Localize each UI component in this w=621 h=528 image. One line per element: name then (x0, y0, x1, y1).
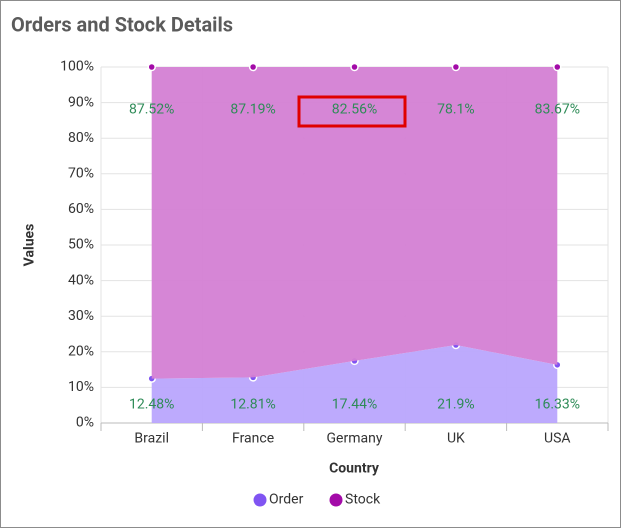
x-tick-label: France (232, 431, 274, 447)
data-label: 17.44% (332, 397, 377, 413)
data-label: 83.67% (535, 102, 580, 118)
y-tick-label: 40% (68, 272, 94, 288)
legend-label: Order (269, 492, 304, 508)
data-point (248, 62, 258, 72)
y-tick-label: 50% (68, 237, 94, 253)
plot-area: 0% 10% 20% 30% 40% 50% 60% 70% 80% 90% 100% Brazil F… (60, 59, 609, 447)
x-tick-label: USA (544, 431, 571, 447)
legend-marker (253, 493, 267, 507)
data-label: 12.81% (230, 397, 275, 413)
area (151, 67, 558, 379)
highlight-box (297, 95, 407, 128)
y-tick-label: 100% (60, 59, 94, 75)
y-tick-label: 0% (76, 415, 94, 431)
legend-marker (329, 493, 343, 507)
y-tick-label: 90% (68, 94, 94, 110)
y-tick-label: 80% (68, 130, 94, 146)
y-tick-label: 20% (68, 344, 94, 360)
x-axis-title: Country (329, 461, 380, 477)
y-tick-label: 30% (68, 308, 94, 324)
x-tick-label: Germany (327, 431, 383, 447)
y-tick-label: 70% (68, 166, 94, 182)
data-label: 87.52% (129, 102, 174, 118)
chart-title: Orders and Stock Details (11, 12, 233, 36)
data-label: 78.1% (437, 102, 475, 118)
data-label: 12.48% (129, 397, 174, 413)
x-tick-label: UK (447, 431, 465, 447)
data-point (350, 62, 359, 72)
y-tick-label: 60% (68, 201, 94, 217)
data-label: 16.33% (535, 397, 580, 413)
x-tick-label: Brazil (134, 431, 169, 447)
data-point (147, 62, 156, 72)
y-axis-title: Values (22, 224, 38, 267)
data-point (553, 62, 562, 72)
data-label: 82.56% (332, 102, 377, 118)
y-tick-label: 10% (68, 379, 94, 395)
data-label: 87.19% (230, 102, 275, 118)
area (151, 345, 558, 423)
legend-label: Stock (345, 492, 381, 508)
data-label: 21.9% (437, 397, 475, 413)
data-point (451, 62, 461, 72)
